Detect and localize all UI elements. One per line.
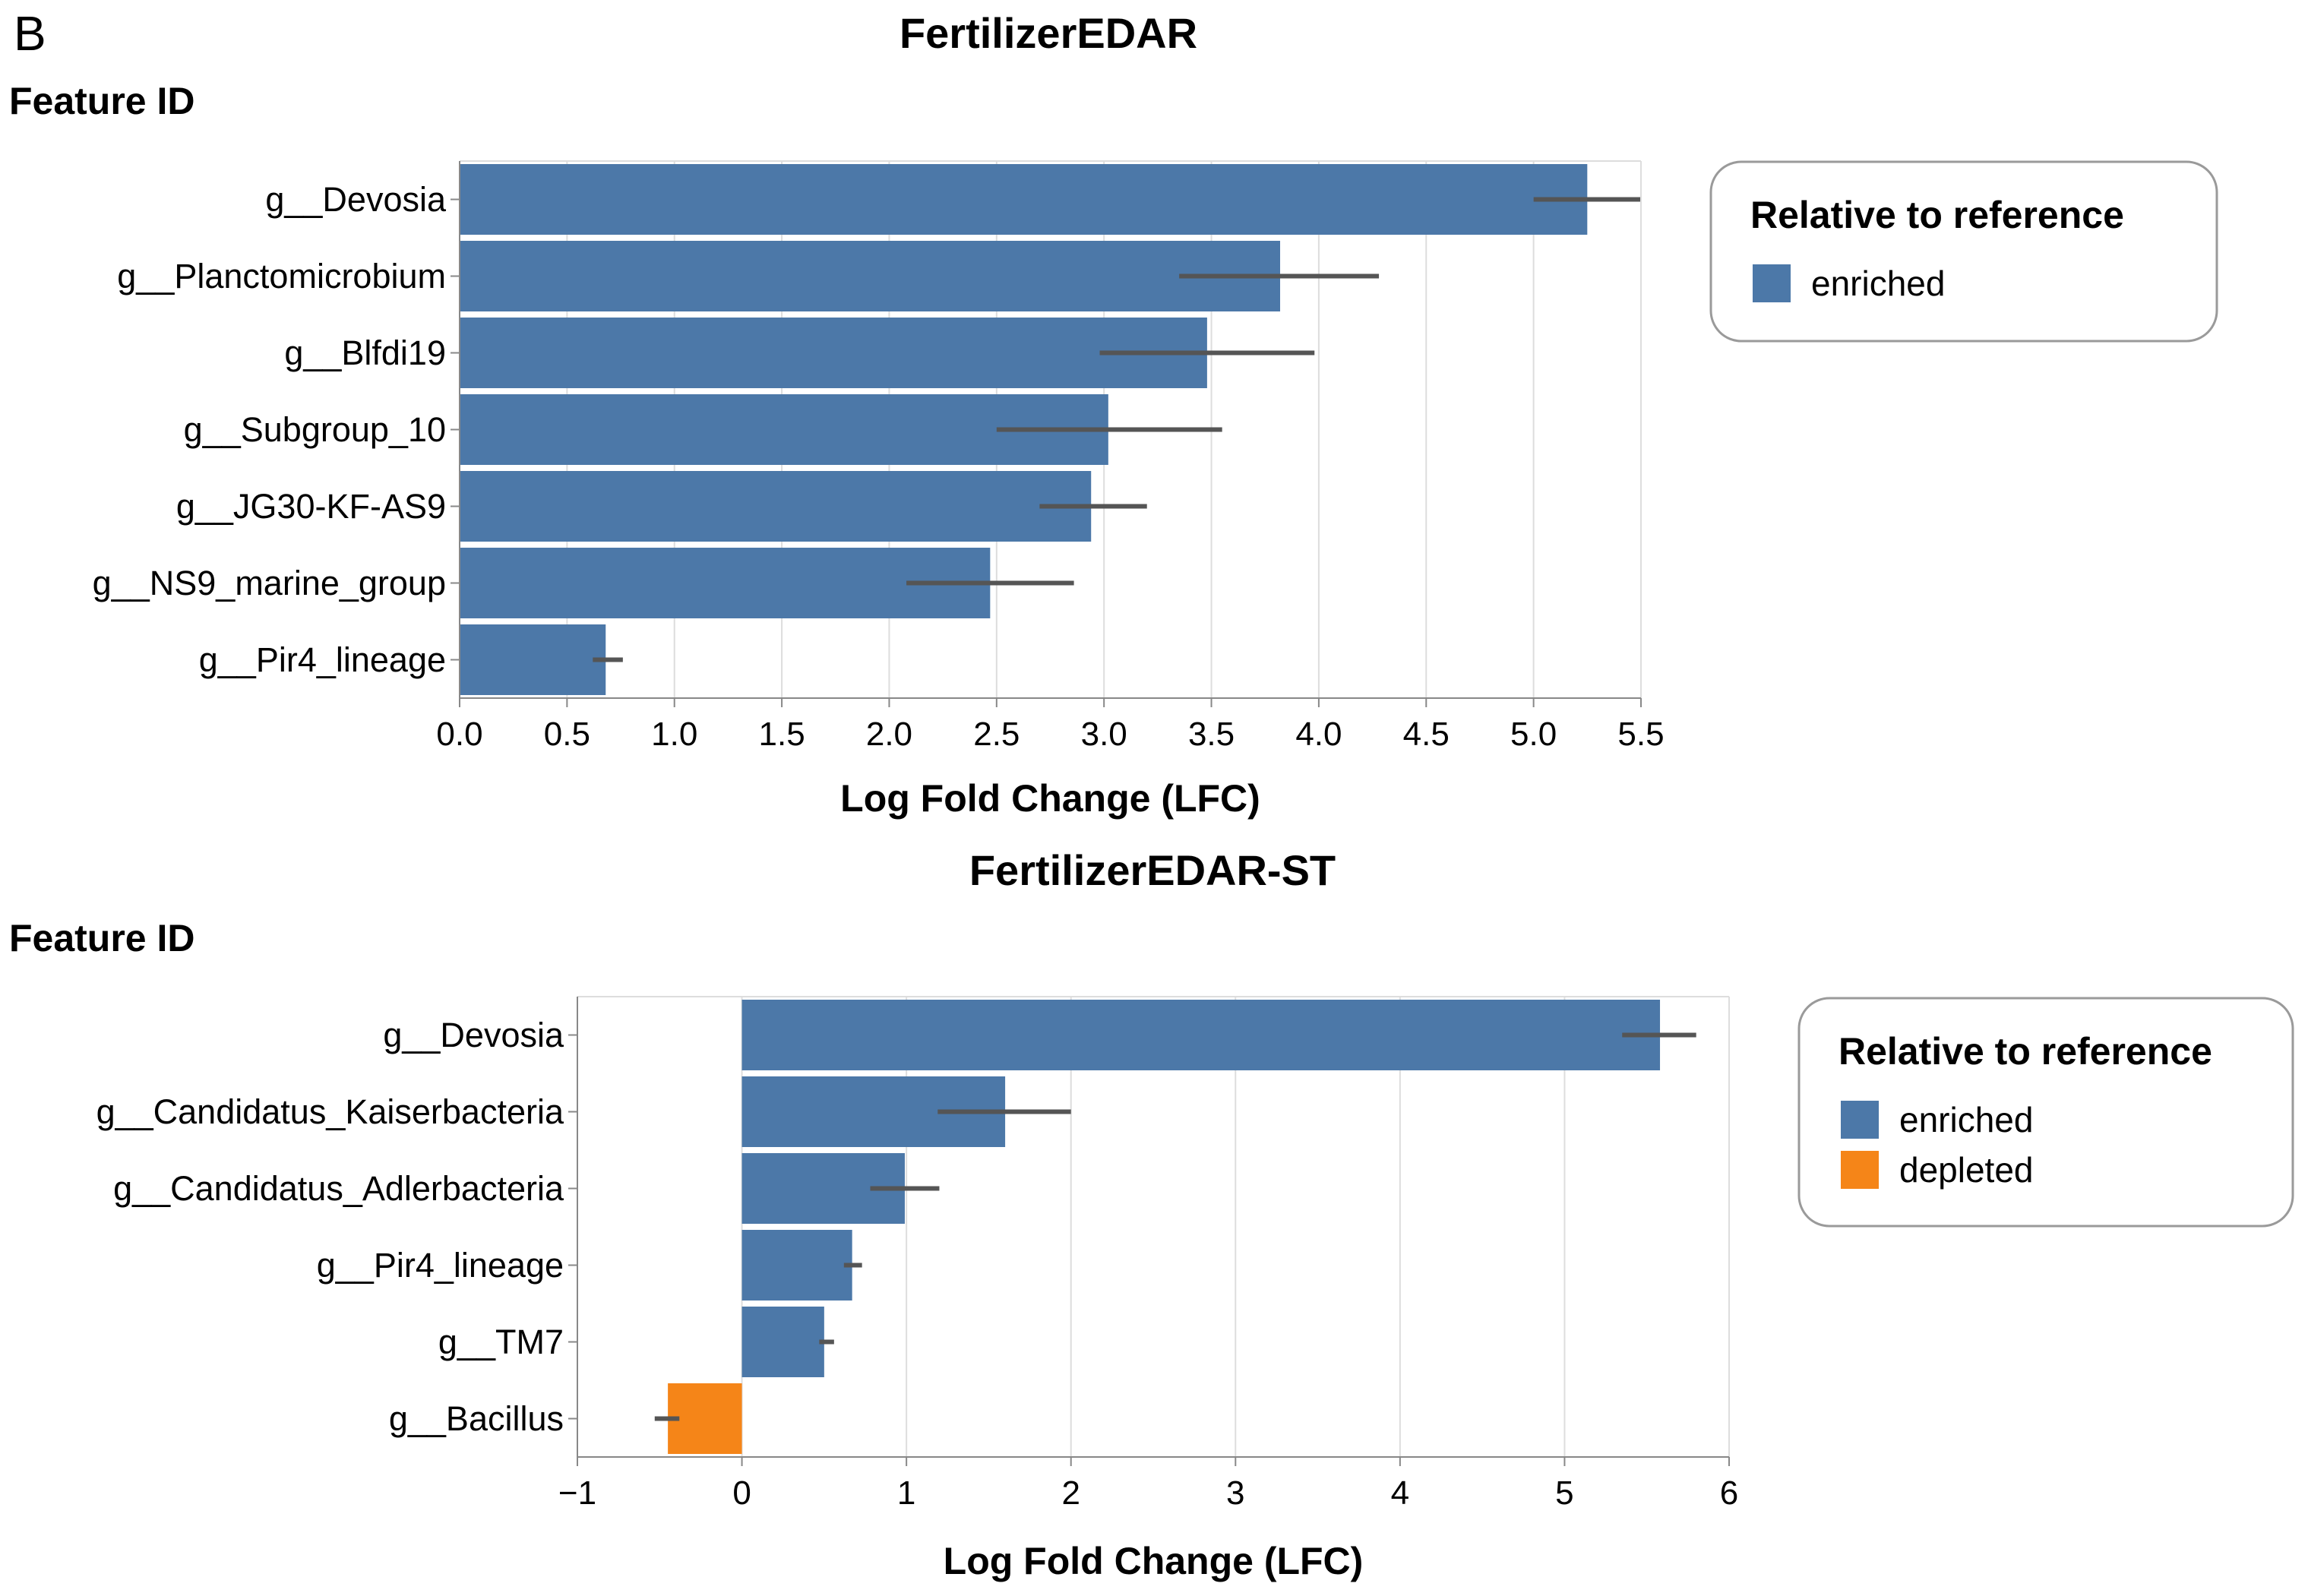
bar: [460, 624, 606, 695]
x-tick-label: 5.0: [1510, 716, 1557, 753]
bar: [741, 1230, 852, 1301]
x-tick-label: 3: [1226, 1474, 1244, 1512]
legend-label: depleted: [1899, 1150, 2034, 1190]
category-label: g__Pir4_lineage: [199, 640, 446, 679]
category-label: g__TM7: [438, 1323, 564, 1361]
x-tick-label: 2.0: [866, 716, 912, 753]
category-label: g__Bacillus: [389, 1399, 564, 1438]
legend-swatch: [1841, 1101, 1879, 1139]
bar: [741, 1307, 824, 1377]
x-tick-label: 0.0: [436, 716, 482, 753]
y-axis-title: Feature ID: [9, 917, 195, 959]
chart-title: FertilizerEDAR-ST: [969, 846, 1336, 894]
category-label: g__Pir4_lineage: [317, 1246, 564, 1285]
category-label: g__Planctomicrobium: [117, 257, 446, 295]
y-axis-title: Feature ID: [9, 80, 195, 122]
x-tick-label: 2.5: [973, 716, 1020, 753]
category-label: g__Devosia: [265, 180, 447, 219]
legend-swatch: [1841, 1151, 1879, 1189]
x-tick-label: 5.5: [1617, 716, 1664, 753]
bar: [460, 164, 1588, 235]
category-label: g__JG30-KF-AS9: [176, 487, 446, 526]
panel-letter: B: [14, 6, 46, 61]
x-tick-label: 5: [1555, 1474, 1573, 1512]
x-tick-label: 1.5: [759, 716, 805, 753]
category-label: g__Subgroup_10: [184, 410, 446, 449]
legend-title: Relative to reference: [1838, 1030, 2212, 1073]
category-label: g__Devosia: [383, 1016, 564, 1054]
x-tick-label: 4.0: [1295, 716, 1342, 753]
x-tick-label: 3.0: [1081, 716, 1127, 753]
category-label: g__Candidatus_Adlerbacteria: [113, 1169, 564, 1208]
chart-title: FertilizerEDAR: [899, 9, 1197, 57]
category-label: g__NS9_marine_group: [93, 564, 446, 602]
bar: [668, 1383, 742, 1454]
legend-title: Relative to reference: [1750, 194, 2124, 236]
x-tick-label: 0: [732, 1474, 751, 1512]
bar: [460, 471, 1092, 542]
category-label: g__Candidatus_Kaiserbacteria: [96, 1092, 564, 1131]
legend-box: [1709, 160, 2218, 343]
bar: [460, 318, 1207, 388]
x-tick-label: 0.5: [544, 716, 590, 753]
category-label: g__Blfdi19: [284, 333, 446, 372]
x-tick-label: 6: [1720, 1474, 1738, 1512]
legend-label: enriched: [1811, 264, 1945, 303]
x-tick-label: 4: [1391, 1474, 1409, 1512]
legend-swatch: [1753, 264, 1791, 302]
x-tick-label: 3.5: [1188, 716, 1235, 753]
legend-label: enriched: [1899, 1100, 2033, 1139]
x-tick-label: 1: [897, 1474, 915, 1512]
x-tick-label: 4.5: [1403, 716, 1450, 753]
x-axis-title: Log Fold Change (LFC): [840, 777, 1260, 820]
bar: [460, 548, 991, 618]
x-axis-title: Log Fold Change (LFC): [944, 1540, 1364, 1582]
legend-box: [1797, 997, 2294, 1228]
chart-fertilizeredar-st: FertilizerEDAR-ST Feature ID g__Devosia g__…: [9, 846, 2294, 1582]
x-tick-label: −1: [558, 1474, 596, 1512]
chart-fertilizeredar: FertilizerEDAR Feature ID g__Devosia g__Pla…: [9, 9, 2218, 820]
x-tick-label: 1.0: [651, 716, 697, 753]
bar: [741, 1000, 1661, 1070]
bar: [460, 241, 1281, 311]
x-tick-label: 2: [1061, 1474, 1080, 1512]
